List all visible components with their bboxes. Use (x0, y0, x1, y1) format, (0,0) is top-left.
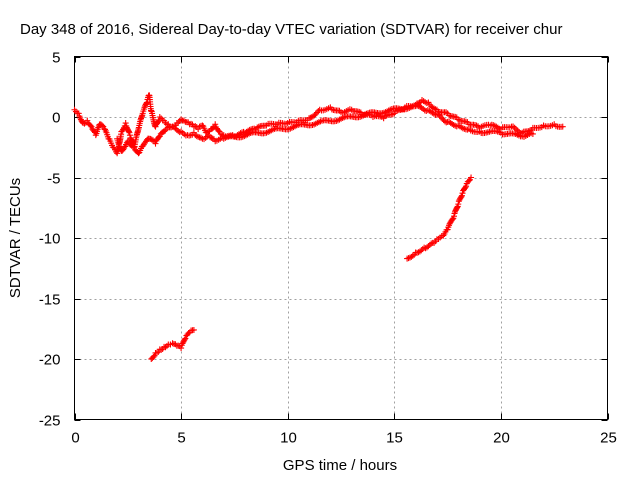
data-point (428, 240, 435, 247)
data-point (216, 128, 223, 135)
data-point (152, 140, 159, 147)
data-point (435, 111, 442, 118)
data-point (176, 129, 183, 136)
y-tick-label: -10 (39, 231, 61, 248)
data-point (162, 344, 169, 351)
data-point (215, 127, 222, 134)
data-point (446, 220, 453, 227)
data-point (99, 122, 106, 129)
data-point (409, 252, 416, 259)
x-axis-label: GPS time / hours (283, 457, 397, 474)
data-point (124, 138, 131, 145)
data-point (188, 120, 195, 127)
x-tick-label: 25 (600, 430, 617, 447)
data-point (414, 249, 421, 256)
data-point (156, 133, 163, 140)
data-point (143, 100, 150, 107)
x-tick-label: 5 (177, 430, 185, 447)
x-tick-label: 0 (71, 430, 79, 447)
data-point (462, 184, 469, 191)
data-point (156, 114, 163, 120)
data-point (169, 340, 176, 347)
data-point (311, 112, 318, 119)
data-point (180, 117, 187, 124)
data-point (463, 183, 470, 190)
data-points (71, 92, 566, 362)
data-point (120, 146, 127, 153)
y-axis-label: SDTVAR / TECUs (7, 178, 24, 298)
data-point (458, 193, 465, 200)
data-point (153, 349, 160, 356)
data-point (439, 115, 446, 122)
data-point (425, 243, 432, 250)
data-point (462, 118, 469, 125)
x-tick-label: 20 (493, 430, 510, 447)
axis-ticks (74, 56, 609, 421)
y-tick-label: -25 (39, 413, 61, 430)
data-point (468, 174, 475, 181)
data-point (212, 121, 219, 128)
x-tick-label: 15 (386, 430, 403, 447)
data-point (181, 336, 188, 343)
y-tick-label: -20 (39, 352, 61, 369)
y-tick-label: -15 (39, 292, 61, 309)
data-point (210, 124, 217, 131)
data-point (155, 118, 162, 125)
data-point (178, 116, 185, 123)
data-point (75, 110, 82, 117)
data-point (170, 124, 177, 131)
data-point (147, 135, 154, 142)
y-tick-label: 0 (52, 110, 60, 127)
data-point (178, 345, 185, 352)
data-point (455, 201, 462, 208)
data-point (155, 133, 162, 140)
grid-lines (74, 56, 608, 420)
y-tick-label: 5 (52, 50, 60, 67)
data-point (443, 109, 450, 116)
tick-labels: 0 5 10 15 20 25 5 0 -5 -10 -15 -20 -25 (39, 50, 617, 447)
data-point (207, 134, 214, 141)
data-point (172, 125, 179, 132)
x-tick-label: 10 (280, 430, 297, 447)
data-point (87, 122, 94, 129)
data-point (465, 177, 472, 184)
data-point (510, 123, 517, 130)
data-point (119, 127, 126, 134)
data-point (131, 144, 138, 151)
data-point (459, 190, 466, 197)
data-point (419, 246, 426, 253)
data-point (192, 123, 199, 130)
data-point (208, 134, 215, 141)
data-point (158, 346, 165, 353)
data-point (418, 247, 425, 254)
data-point (559, 123, 566, 130)
data-point (182, 335, 189, 342)
chart-title: Day 348 of 2016, Sidereal Day-to-day VTE… (20, 21, 562, 38)
data-point (149, 137, 156, 144)
data-point (150, 354, 157, 361)
data-point (217, 131, 224, 138)
data-point (139, 143, 146, 150)
data-point (129, 143, 136, 150)
data-point (190, 326, 197, 333)
data-point (193, 133, 200, 140)
y-tick-label: -5 (47, 171, 60, 188)
data-point (307, 114, 314, 121)
data-point (431, 105, 438, 112)
data-point (529, 130, 536, 137)
data-point (209, 135, 216, 142)
data-point (449, 216, 456, 223)
data-point (511, 124, 518, 131)
data-point (84, 117, 91, 124)
